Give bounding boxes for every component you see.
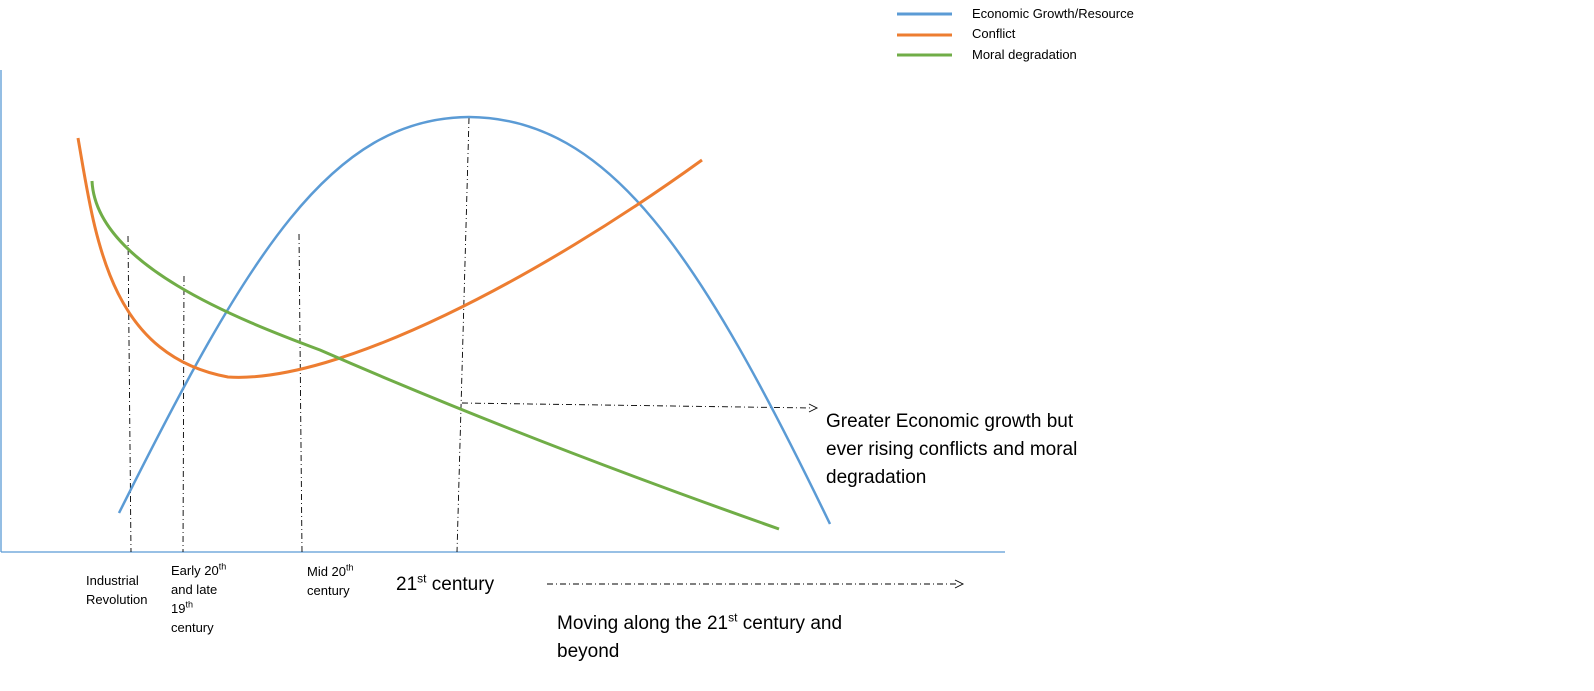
guide-industrial-revolution [127, 235, 132, 553]
conflict-curve [76, 137, 703, 379]
guide-early-20th [182, 275, 185, 553]
legend-label-moral: Moral degradation [972, 47, 1077, 62]
annotation-text: Greater Economic growth but ever rising … [826, 411, 1078, 488]
economic-growth-curve [117, 115, 832, 525]
legend-label-economic: Economic Growth/Resource [972, 6, 1134, 21]
label-moving-along: Moving along the 21st century and beyond [557, 610, 843, 662]
timeline-arrow-head [954, 579, 965, 589]
label-21st-century: 21st century [396, 571, 495, 595]
label-early-20th-century: Early 20th and late 19th century [171, 561, 227, 635]
moral-degradation-curve [90, 180, 780, 531]
label-mid-20th-century: Mid 20th century [307, 562, 354, 598]
legend-label-conflict: Conflict [972, 26, 1016, 41]
guide-21st-century [456, 117, 470, 553]
label-industrial-revolution: Industrial Revolution [86, 573, 148, 607]
annotation-arrow-head [808, 403, 819, 413]
guide-mid-20th [298, 233, 303, 553]
annotation-arrow-line [461, 402, 813, 409]
